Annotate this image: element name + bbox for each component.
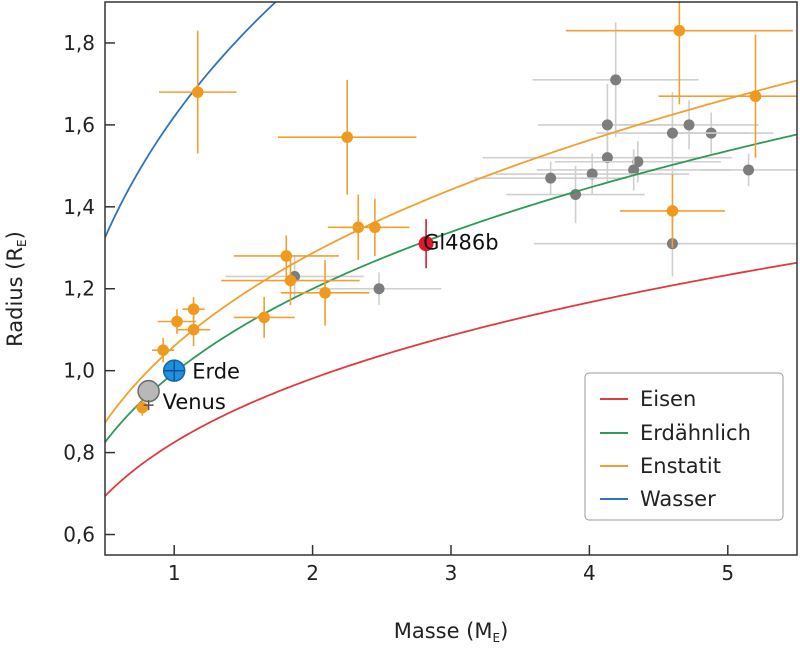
legend-label-erdaehnlich: Erdähnlich xyxy=(640,421,751,445)
gray-point-marker-2 xyxy=(683,119,695,131)
orange-point-marker-12 xyxy=(187,303,200,316)
orange-point-marker-10 xyxy=(258,311,270,324)
x-tick-label-1: 2 xyxy=(306,561,319,585)
y-tick-label-1: 0,8 xyxy=(63,441,95,465)
gray-point-marker-8 xyxy=(586,168,598,180)
orange-point-0 xyxy=(158,30,237,154)
gray-point-marker-6 xyxy=(632,156,644,168)
gray-point-9 xyxy=(474,161,627,195)
orange-point-marker-4 xyxy=(666,205,679,217)
orange-point-10 xyxy=(233,296,295,338)
highlight-gl486b-label: Gl486b xyxy=(423,231,499,255)
orange-point-6 xyxy=(340,198,410,256)
orange-point-13 xyxy=(176,313,211,347)
x-tick-label-3: 4 xyxy=(583,561,596,585)
orange-point-marker-7 xyxy=(280,250,293,262)
plot-content xyxy=(105,2,797,497)
orange-point-marker-11 xyxy=(171,315,183,328)
gray-point-marker-9 xyxy=(545,172,557,184)
gray-point-4 xyxy=(596,92,749,175)
orange-point-4 xyxy=(619,174,726,248)
gray-point-6 xyxy=(554,141,721,183)
gray-point-11 xyxy=(700,153,797,187)
legend-box xyxy=(584,372,784,521)
orange-point-3 xyxy=(658,34,797,158)
orange-point-marker-0 xyxy=(191,86,204,98)
gray-point-14 xyxy=(316,272,442,306)
y-tick-label-2: 1,0 xyxy=(63,359,95,383)
highlight-venus-marker xyxy=(137,379,160,403)
gray-point-marker-14 xyxy=(373,283,385,295)
x-tick-label-4: 5 xyxy=(721,561,734,585)
curve-wasser xyxy=(105,2,277,238)
x-tick-label-2: 3 xyxy=(445,561,458,585)
legend: Eisen Erdähnlich Enstatit Wasser xyxy=(584,372,784,521)
gray-point-marker-5 xyxy=(601,152,613,164)
y-tick-label-6: 1,8 xyxy=(63,31,95,55)
orange-point-marker-6 xyxy=(369,221,381,234)
gray-point-marker-4 xyxy=(666,127,678,139)
curve-eisen xyxy=(105,261,797,497)
gray-point-7 xyxy=(536,149,731,191)
highlight-gl486b-marker xyxy=(418,236,434,252)
x-tick-label-0: 1 xyxy=(168,561,181,585)
legend-label-enstatit: Enstatit xyxy=(640,454,721,478)
orange-point-marker-13 xyxy=(187,323,200,336)
orange-point-marker-8 xyxy=(284,274,297,287)
orange-point-9 xyxy=(280,260,370,326)
gray-point-marker-7 xyxy=(628,164,640,176)
gray-point-5 xyxy=(482,133,732,183)
axes: 1 2 3 4 5 0,6 0,8 1,0 1,2 1,4 1,6 1,8 xyxy=(63,1,798,585)
gray-point-2 xyxy=(619,100,759,150)
orange-point-marker-14 xyxy=(157,344,169,356)
y-tick-label-4: 1,4 xyxy=(63,195,95,219)
gray-point-marker-0 xyxy=(610,74,622,86)
orange-point-marker-9 xyxy=(319,287,331,299)
y-tick-label-3: 1,2 xyxy=(63,277,95,301)
plot-area: Gl486b Venus Erde xyxy=(105,2,797,497)
orange-point-8 xyxy=(221,255,360,306)
orange-point-marker-2 xyxy=(673,24,686,37)
orange-point-1 xyxy=(278,79,417,195)
y-tick-label-5: 1,6 xyxy=(63,113,95,137)
orange-point-marker-15 xyxy=(136,401,149,414)
curve-erdähnlich xyxy=(105,133,797,443)
gray-point-8 xyxy=(495,153,690,195)
highlight-venus-label: Venus xyxy=(163,390,226,414)
legend-label-wasser: Wasser xyxy=(640,487,716,511)
y-tick-label-0: 0,6 xyxy=(63,523,95,547)
x-axis-label: Masse (ME) xyxy=(394,619,509,645)
orange-point-7 xyxy=(233,235,339,277)
orange-point-2 xyxy=(565,2,793,105)
gray-point-marker-1 xyxy=(601,119,613,131)
curve-enstatit xyxy=(105,79,797,424)
orange-point-14 xyxy=(152,337,175,363)
legend-label-eisen: Eisen xyxy=(640,387,696,411)
gray-point-12 xyxy=(534,210,797,277)
highlight-gl486b xyxy=(418,219,434,269)
gray-point-0 xyxy=(532,22,699,138)
y-axis-label: Radius (RE) xyxy=(3,231,29,347)
highlight-erde-label: Erde xyxy=(192,360,240,384)
gray-point-marker-11 xyxy=(743,164,755,176)
orange-point-marker-3 xyxy=(749,90,762,103)
orange-point-marker-1 xyxy=(341,131,354,143)
